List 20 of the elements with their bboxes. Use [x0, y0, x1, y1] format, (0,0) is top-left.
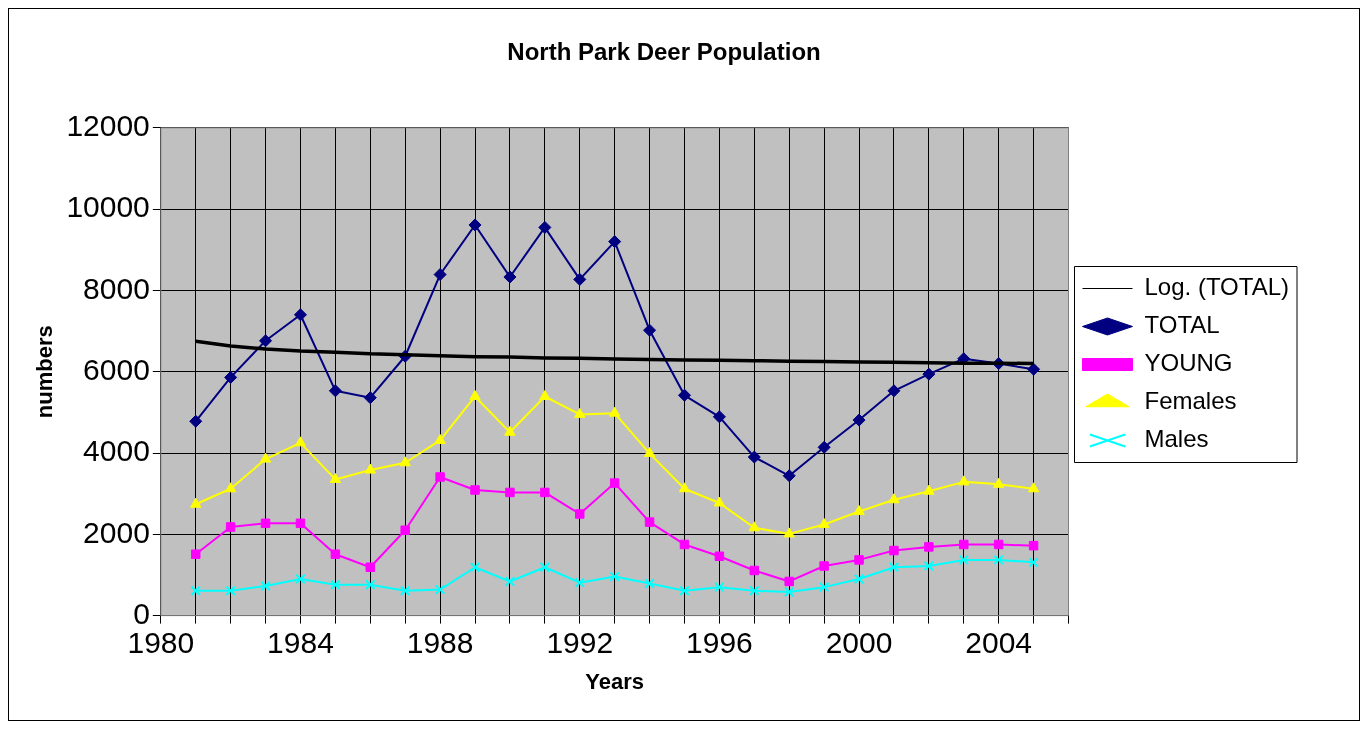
y-tick-label: 10000 [66, 190, 150, 224]
legend-label: Log. (TOTAL) [1144, 273, 1290, 301]
x-tick-label: 1992 [546, 625, 614, 659]
legend-label: YOUNG [1144, 349, 1233, 377]
x-tick-label: 1996 [686, 625, 753, 659]
chart-title: North Park Deer Population [507, 38, 821, 66]
legend-label: Females [1144, 387, 1237, 415]
y-tick-label: 8000 [83, 271, 150, 305]
y-tick-label: 4000 [83, 434, 150, 468]
y-tick-label: 6000 [83, 352, 150, 386]
x-tick-label: 2000 [825, 625, 893, 659]
y-tick-label: 2000 [83, 515, 150, 549]
y-axis-title: numbers [32, 325, 58, 419]
legend-label: TOTAL [1144, 311, 1220, 339]
x-tick-label: 1988 [406, 625, 474, 659]
x-tick-label: 1984 [267, 625, 334, 659]
x-tick-label: 2004 [965, 625, 1033, 659]
legend-label: Males [1144, 425, 1209, 453]
x-axis-title: Years [585, 668, 645, 694]
y-tick-label: 12000 [66, 109, 150, 143]
